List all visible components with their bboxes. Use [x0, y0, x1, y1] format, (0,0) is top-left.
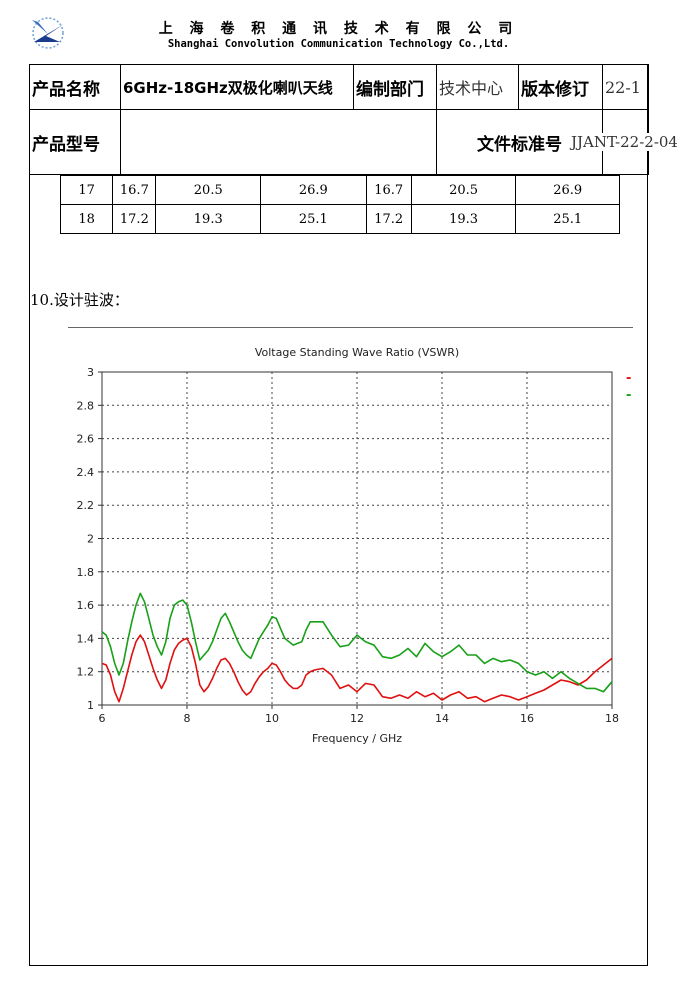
- section-title: 10.设计驻波：: [30, 291, 129, 309]
- x-tick-label: 16: [520, 712, 534, 725]
- y-tick-label: 1.8: [77, 566, 95, 579]
- y-tick-label: 2: [87, 533, 94, 546]
- x-tick-label: 14: [435, 712, 449, 725]
- y-tick-label: 1: [87, 699, 94, 712]
- series-line-2: [101, 592, 613, 693]
- y-tick-label: 2.2: [77, 499, 95, 512]
- department-value: 技术中心: [436, 64, 519, 110]
- y-tick-label: 1.6: [77, 599, 95, 612]
- y-tick-label: 2.6: [77, 433, 95, 446]
- table-row: 18 17.2 19.3 25.1 17.2 19.3 25.1: [59, 204, 620, 234]
- model-label: 产品型号: [29, 109, 121, 175]
- table-cell: 17: [59, 175, 114, 205]
- company-name-en: Shanghai Convolution Communication Techn…: [167, 38, 510, 50]
- series-line-1: [101, 634, 613, 703]
- doc-number-text: JJANT-22-2-04: [571, 133, 677, 151]
- y-tick-label: 1.4: [77, 632, 95, 645]
- y-tick-label: 3: [87, 366, 94, 379]
- x-tick-label: 8: [184, 712, 191, 725]
- table-cell: 18: [59, 204, 114, 234]
- department-label: 编制部门: [353, 64, 437, 110]
- table-cell: 17.2: [112, 204, 157, 234]
- chart-top-rule: [68, 327, 633, 328]
- x-tick-label: 12: [350, 712, 364, 725]
- doc-number-value: JJANT-22-2-04: [571, 109, 677, 175]
- revision-label: 版本修订: [518, 64, 603, 110]
- model-value: [120, 109, 437, 175]
- product-name-label: 产品名称: [29, 64, 121, 110]
- gain-table: 17 16.7 20.5 26.9 16.7 20.5 26.9 18 17.2 19.3 25.1…: [59, 175, 620, 234]
- y-tick-label: 2.4: [77, 466, 95, 479]
- chart-grid: [102, 372, 612, 705]
- x-tick-label: 18: [605, 712, 619, 725]
- table-cell: 17.2: [365, 204, 412, 234]
- y-tick-label: 2.8: [77, 399, 95, 412]
- company-logo: [32, 17, 64, 49]
- legend-mark-1: -: [626, 371, 631, 386]
- table-cell: 26.9: [260, 175, 367, 205]
- table-cell: 16.7: [112, 175, 157, 205]
- x-tick-label: 6: [99, 712, 106, 725]
- table-cell: 19.3: [155, 204, 262, 234]
- company-name-cn: 上 海 卷 积 通 讯 技 术 有 限 公 司: [158, 21, 519, 37]
- table-row: 17 16.7 20.5 26.9 16.7 20.5 26.9: [59, 175, 620, 205]
- chart-ticks: 6 8 10 12 14 16 18 1 1.2 1.4 1.6 1.8 2 2.2 2.4 2.6 2.8 3: [77, 366, 620, 725]
- table-cell: 20.5: [155, 175, 262, 205]
- table-cell: 25.1: [260, 204, 367, 234]
- table-cell: 26.9: [515, 175, 620, 205]
- table-cell: 25.1: [515, 204, 620, 234]
- chart-series: [101, 592, 613, 703]
- x-tick-label: 10: [265, 712, 279, 725]
- table-cell: 19.3: [410, 204, 517, 234]
- legend-mark-2: -: [626, 388, 631, 403]
- y-tick-label: 1.2: [77, 666, 95, 679]
- x-axis-label: Frequency / GHz: [312, 732, 402, 745]
- document-header-table: 产品名称 6GHz-18GHz双极化喇叭天线 编制部门 技术中心 版本修订 22…: [29, 64, 677, 175]
- chart-title: Voltage Standing Wave Ratio (VSWR): [255, 346, 459, 359]
- chart-legend: --: [626, 371, 631, 403]
